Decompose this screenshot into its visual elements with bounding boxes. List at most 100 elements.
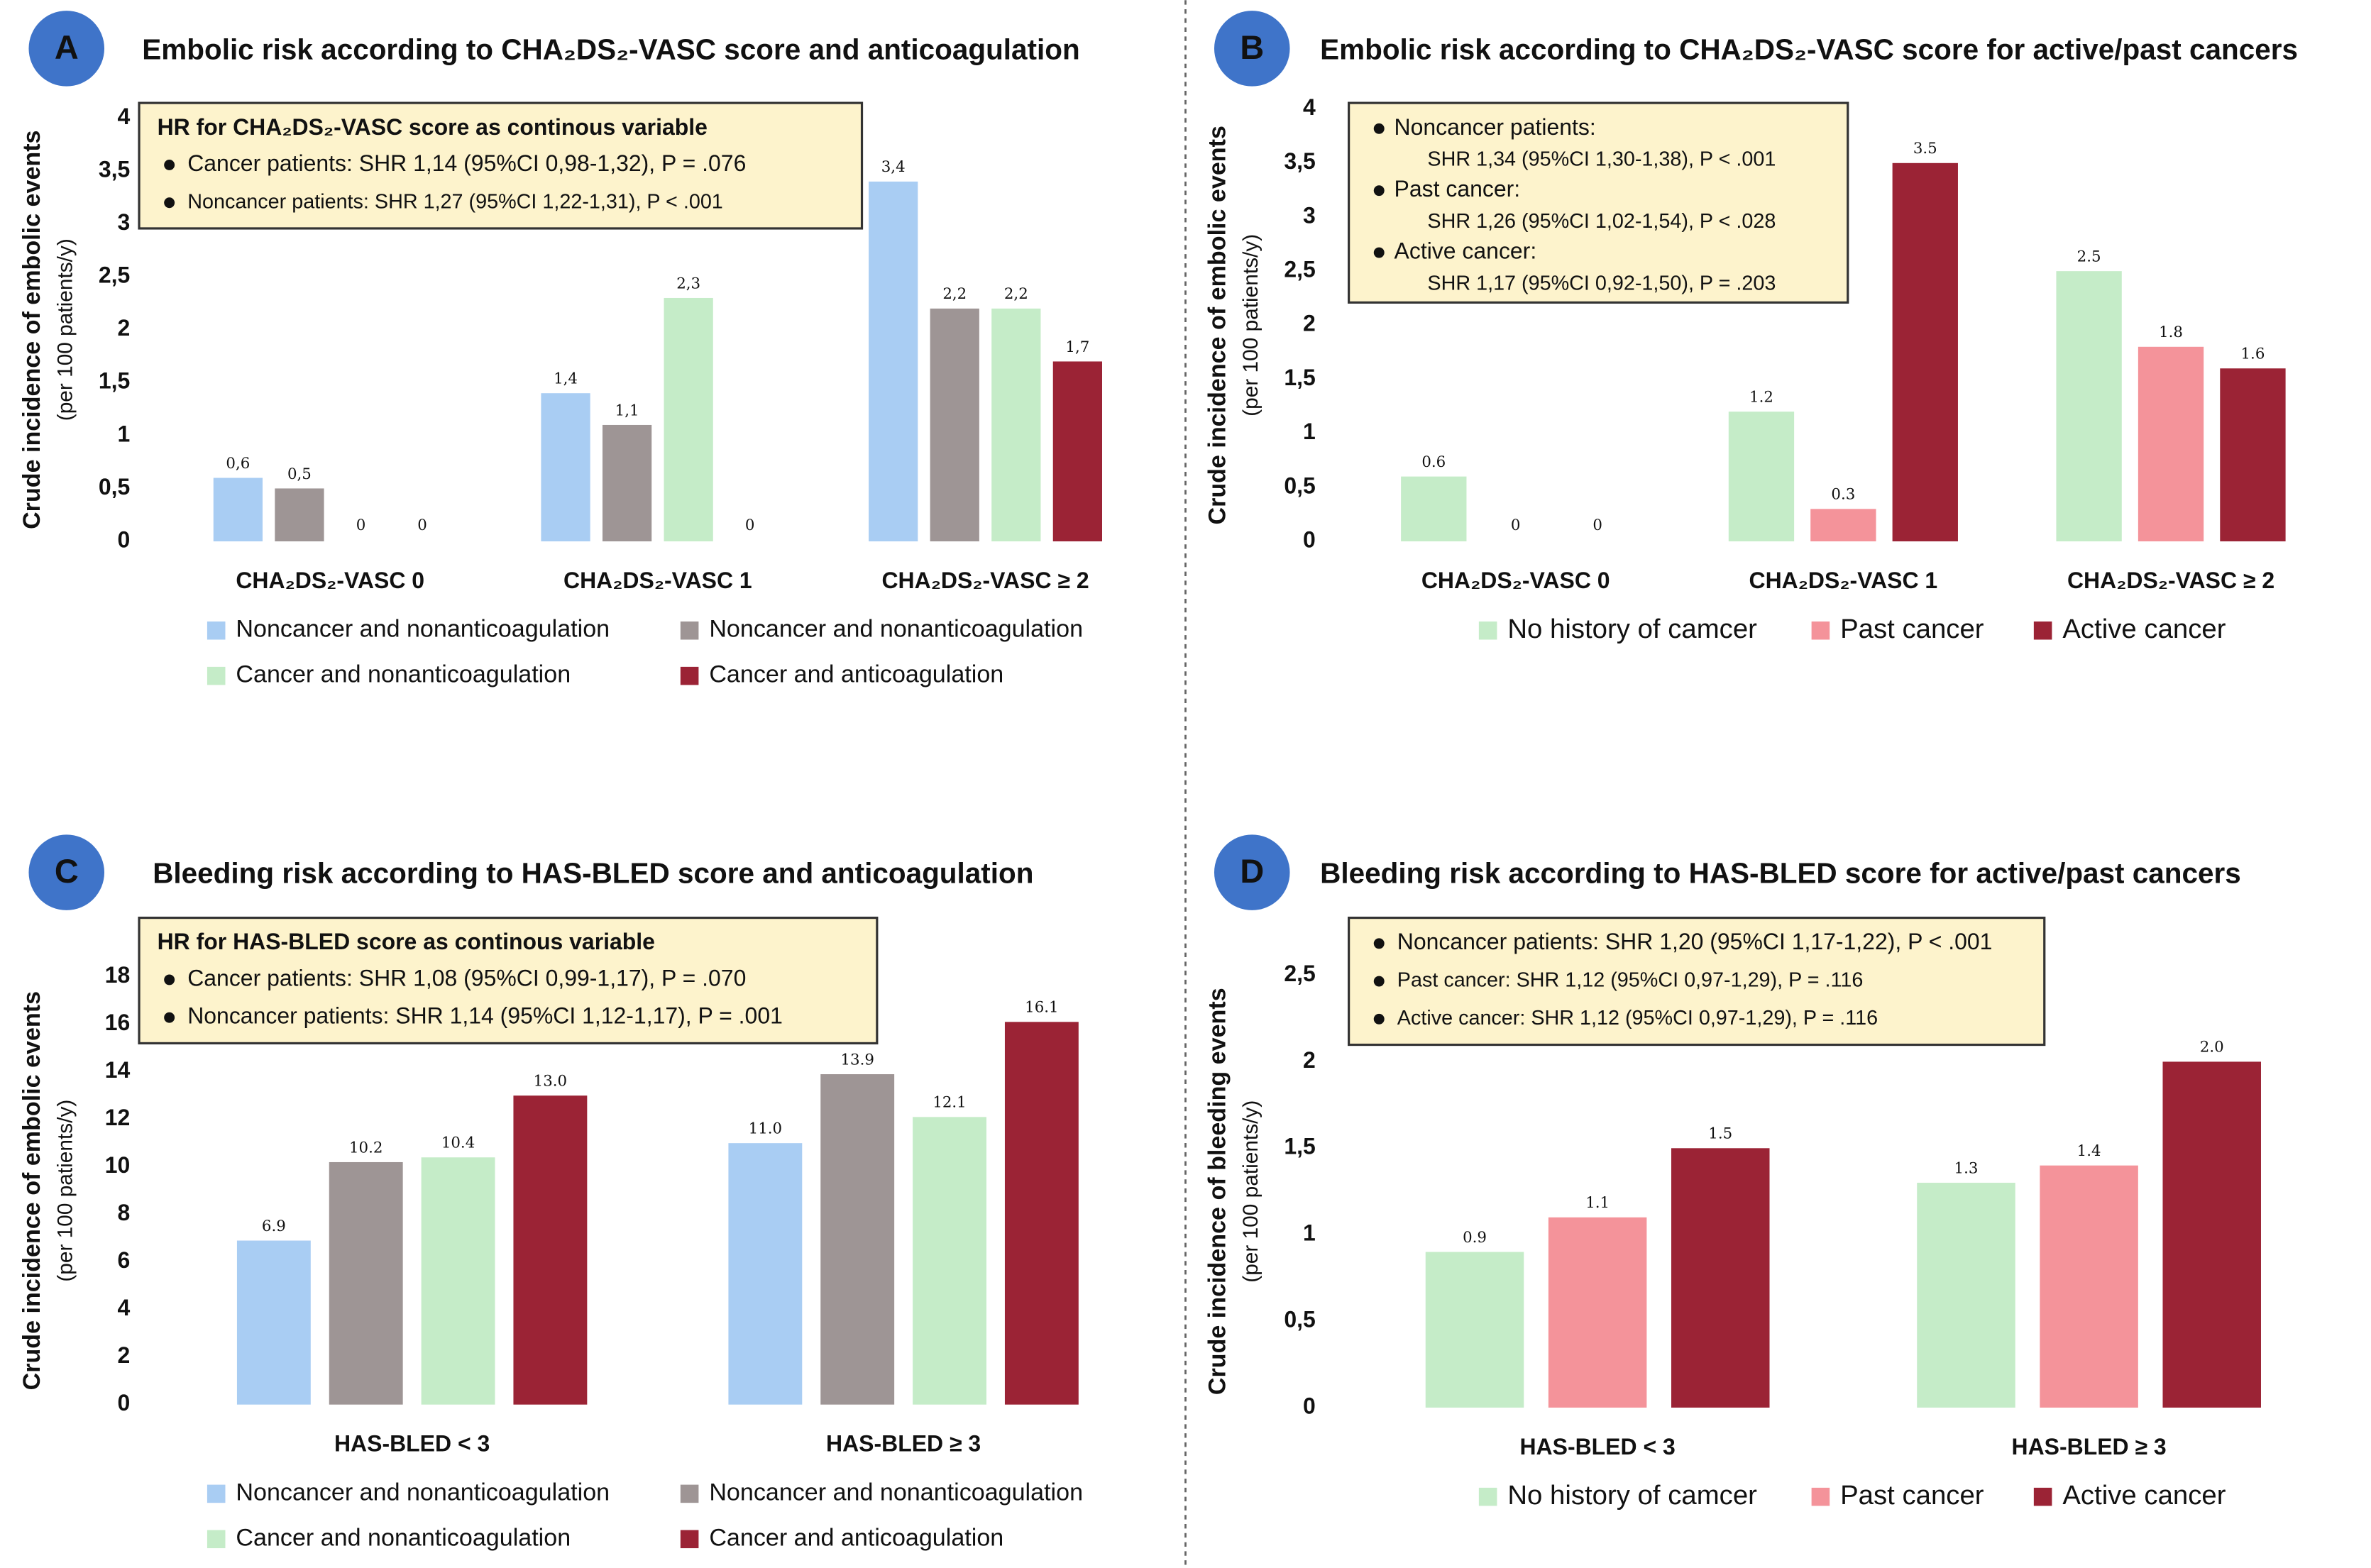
bar bbox=[602, 424, 652, 542]
panel: B Embolic risk according to CHA₂DS₂-VASC … bbox=[1204, 11, 2298, 644]
y-tick-label: 1 bbox=[1303, 419, 1316, 444]
y-axis-title: Crude incidence of embolic events bbox=[1204, 126, 1231, 524]
legend-label: No history of camcer bbox=[1507, 614, 1757, 644]
legend-label: Noncancer and nonanticoagulation bbox=[236, 616, 610, 643]
value-label: 0 bbox=[417, 517, 427, 534]
panel-letter: A bbox=[55, 29, 79, 66]
legend-swatch bbox=[680, 666, 699, 685]
bullet bbox=[1373, 247, 1385, 258]
x-tick-label: HAS-BLED < 3 bbox=[334, 1431, 490, 1457]
legend-swatch bbox=[680, 621, 699, 640]
x-tick-label: HAS-BLED < 3 bbox=[1519, 1434, 1675, 1459]
value-label: 10.4 bbox=[441, 1134, 475, 1152]
value-label: 0 bbox=[1592, 517, 1602, 534]
bar bbox=[1401, 476, 1467, 542]
value-label: 3.5 bbox=[1913, 140, 1937, 158]
bar bbox=[2138, 346, 2204, 542]
value-label: 1,1 bbox=[615, 402, 639, 419]
bar bbox=[1671, 1148, 1770, 1408]
y-axis-title: Crude incidence of bleeding events bbox=[1204, 988, 1231, 1395]
y-tick-label: 3 bbox=[1303, 202, 1316, 228]
bar bbox=[2220, 368, 2286, 542]
annotation-box bbox=[1348, 101, 1849, 304]
y-tick-label: 0 bbox=[117, 526, 130, 552]
value-label: 0.6 bbox=[1421, 453, 1446, 471]
legend-label: Cancer and anticoagulation bbox=[709, 1524, 1003, 1551]
x-tick-label: CHA₂DS₂-VASC 1 bbox=[1749, 568, 1938, 593]
bullet bbox=[1373, 1013, 1385, 1025]
chart-title: Embolic risk according to CHA₂DS₂-VASC s… bbox=[1320, 33, 2298, 65]
annotation-item: Active cancer: SHR 1,12 (95%CI 0,97-1,29… bbox=[1397, 1007, 1878, 1029]
y-axis-subtitle: (per 100 patients/y) bbox=[1239, 1100, 1262, 1283]
value-label: 11.0 bbox=[749, 1120, 782, 1137]
bar bbox=[329, 1161, 403, 1405]
legend-swatch bbox=[207, 1530, 226, 1549]
value-label: 0.3 bbox=[1831, 486, 1855, 504]
y-tick-label: 3,5 bbox=[99, 156, 130, 182]
annotation-item: Cancer patients: SHR 1,08 (95%CI 0,99-1,… bbox=[187, 965, 746, 990]
value-label: 1.6 bbox=[2241, 346, 2265, 363]
y-tick-label: 6 bbox=[117, 1247, 130, 1273]
y-tick-label: 1,5 bbox=[1284, 365, 1315, 390]
y-tick-label: 1 bbox=[1303, 1220, 1316, 1246]
value-label: 0,5 bbox=[287, 465, 312, 483]
annotation-item: Noncancer patients: SHR 1,27 (95%CI 1,22… bbox=[187, 190, 723, 213]
value-label: 1.8 bbox=[2159, 324, 2183, 341]
bullet bbox=[164, 160, 175, 170]
legend-label: Cancer and anticoagulation bbox=[709, 661, 1003, 688]
value-label: 0 bbox=[356, 517, 366, 534]
annotation-label: Noncancer patients: bbox=[1394, 114, 1596, 140]
value-label: 0 bbox=[745, 517, 755, 534]
y-tick-label: 0,5 bbox=[1284, 1306, 1315, 1332]
annotation-item: Noncancer patients: SHR 1,14 (95%CI 1,12… bbox=[187, 1003, 783, 1029]
panel-letter: C bbox=[55, 853, 79, 890]
value-label: 1.2 bbox=[1749, 389, 1773, 407]
y-tick-label: 16 bbox=[105, 1010, 131, 1035]
value-label: 6.9 bbox=[262, 1218, 286, 1235]
x-tick-label: CHA₂DS₂-VASC 1 bbox=[563, 568, 752, 593]
bar bbox=[991, 308, 1041, 542]
x-tick-label: CHA₂DS₂-VASC 0 bbox=[1421, 568, 1610, 593]
value-label: 2,3 bbox=[676, 275, 700, 292]
value-label: 0,6 bbox=[226, 455, 250, 473]
y-tick-label: 2,5 bbox=[1284, 257, 1315, 282]
panel-letter: B bbox=[1240, 29, 1264, 66]
panel-badge bbox=[28, 834, 105, 910]
y-axis-subtitle: (per 100 patients/y) bbox=[54, 238, 77, 421]
bar bbox=[869, 181, 918, 542]
value-label: 0 bbox=[1511, 517, 1521, 534]
value-label: 13.0 bbox=[534, 1072, 567, 1090]
value-label: 1.5 bbox=[1708, 1125, 1732, 1143]
legend-label: Noncancer and nonanticoagulation bbox=[709, 616, 1083, 643]
bullet bbox=[1373, 938, 1385, 949]
legend-label: Active cancer bbox=[2062, 1480, 2226, 1511]
panel: A Embolic risk according to CHA₂DS₂-VASC … bbox=[18, 11, 1102, 688]
value-label: 3,4 bbox=[881, 158, 906, 176]
bar bbox=[275, 488, 324, 542]
bar bbox=[213, 477, 263, 542]
value-label: 1.1 bbox=[1585, 1194, 1610, 1212]
y-axis-title: Crude incidence of embolic events bbox=[18, 130, 45, 529]
panel-badge bbox=[1214, 11, 1290, 87]
bar bbox=[1548, 1217, 1647, 1408]
legend-label: Cancer and nonanticoagulation bbox=[236, 1524, 571, 1551]
bar bbox=[2040, 1165, 2138, 1408]
bar bbox=[421, 1157, 495, 1405]
bullet bbox=[1373, 185, 1385, 197]
y-tick-label: 2 bbox=[1303, 1047, 1316, 1073]
y-tick-label: 0,5 bbox=[1284, 473, 1315, 498]
bar bbox=[2056, 271, 2122, 542]
bar bbox=[664, 297, 713, 542]
value-label: 10.2 bbox=[349, 1139, 383, 1156]
value-label: 2.5 bbox=[2077, 248, 2101, 265]
legend-swatch bbox=[1811, 621, 1830, 640]
bar bbox=[1728, 412, 1795, 542]
chart-title: Embolic risk according to CHA₂DS₂-VASC s… bbox=[142, 33, 1079, 65]
y-tick-label: 12 bbox=[105, 1105, 131, 1130]
panel: C Bleeding risk according to HAS-BLED sco… bbox=[18, 834, 1083, 1551]
value-label: 1,4 bbox=[554, 370, 578, 388]
y-tick-label: 1 bbox=[117, 421, 130, 446]
legend-swatch bbox=[1478, 1487, 1497, 1506]
y-axis-subtitle: (per 100 patients/y) bbox=[54, 1100, 77, 1282]
